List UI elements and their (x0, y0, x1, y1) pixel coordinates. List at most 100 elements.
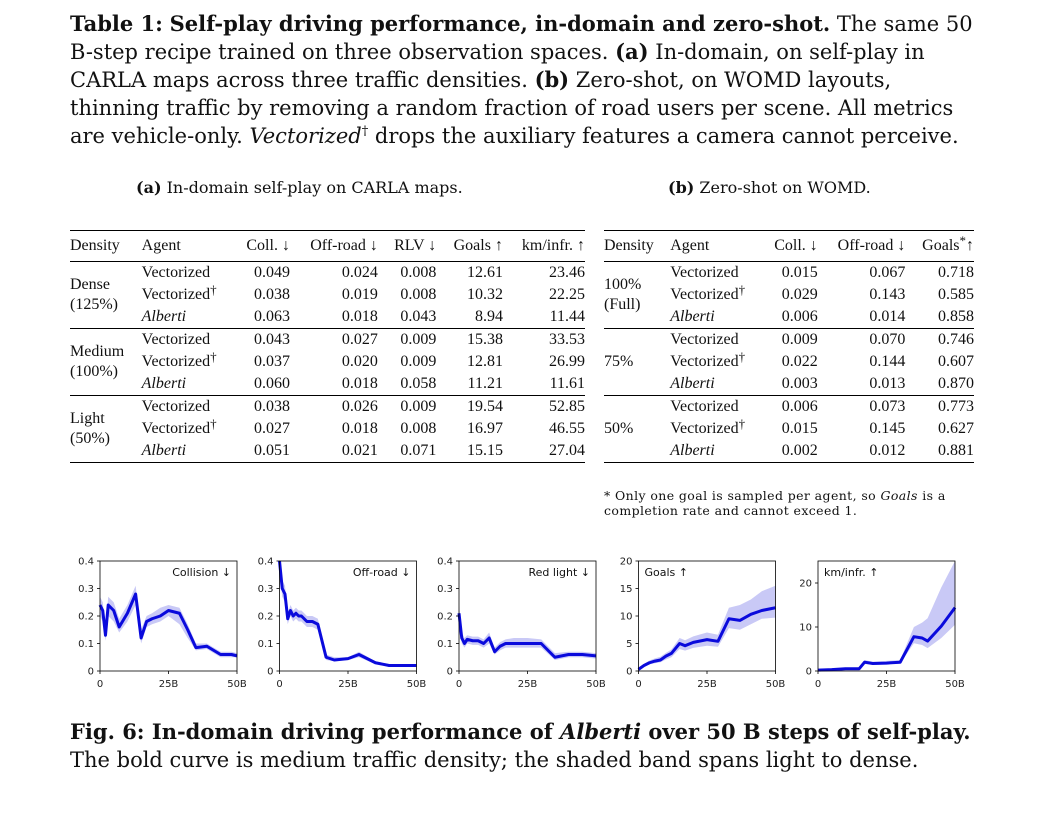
x-tick-label: 0 (815, 679, 821, 690)
value-cell: 19.54 (440, 395, 507, 418)
value-cell: 27.04 (506, 440, 585, 463)
y-tick-label: 0.1 (258, 639, 274, 650)
value-cell: 0.870 (938, 375, 974, 392)
agent-name: Vectorized (670, 331, 739, 348)
value-cell: 0.012 (821, 440, 910, 463)
value-cell: 0.070 (821, 328, 910, 351)
agent-name: Vectorized (141, 264, 211, 281)
table-row: Vectorized† 0.038 0.019 0.008 10.32 22.25 (70, 282, 585, 306)
y-tick-label: 0 (806, 667, 812, 678)
table-caption-vectorized: Vectorized (249, 124, 362, 148)
y-tick-label: 20 (799, 579, 812, 590)
value-cell: 52.85 (506, 395, 585, 418)
series-line-medium (817, 606, 957, 672)
column-header: Off-road ↓ (821, 230, 910, 262)
agent-dagger: † (738, 282, 746, 297)
x-tick-label: 50B (227, 679, 247, 690)
subtable-b-title: Zero-shot on WOMD. (699, 178, 871, 197)
value-cell: 0.009 (400, 353, 437, 370)
column-header: Agent (137, 230, 235, 262)
column-header: km/infr. ↑ (506, 230, 585, 262)
density-band (638, 585, 776, 670)
value-cell: 0.063 (253, 308, 290, 325)
subtable-a-caption: (a) In-domain self-play on CARLA maps. (136, 178, 463, 197)
figure-caption-title-post: over 50 B steps of self-play. (641, 719, 971, 744)
agent-name: Vectorized (670, 264, 739, 281)
table-caption-dagger: † (361, 124, 369, 139)
value-cell: 0.008 (400, 264, 437, 281)
density-percent: (50%) (70, 430, 110, 447)
column-header: Goals*↑ (909, 230, 974, 262)
value-cell: 23.46 (549, 264, 585, 281)
column-header: Off-road ↓ (293, 230, 382, 262)
value-cell: 11.44 (549, 308, 585, 325)
density-band (459, 605, 596, 660)
agent-cell: Vectorized (137, 328, 235, 351)
value-cell: 16.97 (466, 420, 503, 437)
table-row: Alberti 0.006 0.014 0.858 (604, 306, 974, 329)
value-cell: 0.058 (400, 375, 437, 392)
table-row: Alberti 0.003 0.013 0.870 (604, 373, 974, 396)
density-cell: Dense (125%) (70, 262, 138, 329)
value-cell: 0.043 (234, 328, 294, 351)
value-cell: 0.027 (253, 420, 290, 437)
table-row: Vectorized† 0.029 0.143 0.585 (604, 282, 974, 306)
chart-title: Red light ↓ (529, 566, 591, 579)
value-cell: 0.015 (781, 264, 818, 281)
agent-cell: Vectorized† (138, 416, 234, 440)
value-cell: 0.003 (781, 375, 818, 392)
y-tick-label: 0.1 (78, 639, 94, 650)
table-row: Vectorized† 0.027 0.018 0.008 16.97 46.55 (70, 416, 585, 440)
chart-title: Goals ↑ (645, 566, 689, 579)
agent-name: Vectorized (141, 420, 211, 437)
subtable-b: Density Agent Coll. ↓ Off-road ↓ Goals*↑… (604, 230, 974, 463)
y-tick-label: 20 (620, 557, 633, 568)
value-cell: 0.627 (938, 420, 974, 437)
series-line-medium (637, 606, 776, 671)
table-footnote: * Only one goal is sampled per agent, so… (604, 488, 974, 518)
y-tick-label: 15 (620, 584, 633, 595)
value-cell: 0.008 (400, 286, 437, 303)
series-line-medium (457, 613, 597, 659)
density-label: 100% (604, 276, 642, 293)
value-cell: 0.009 (762, 328, 822, 351)
table-caption-b-label: (b) (534, 67, 570, 92)
value-cell: 26.99 (549, 353, 585, 370)
x-tick-label: 0 (276, 679, 282, 690)
table-row: Dense (125%) Vectorized 0.049 0.024 0.008 12.6… (70, 262, 585, 313)
table-header-row: Density Agent Coll. ↓ Off-road ↓ Goals*↑ (604, 230, 974, 262)
agent-name: Vectorized (141, 398, 211, 415)
column-header: Coll. ↓ (762, 230, 822, 262)
table-caption: Table 1: Self-play driving performance, … (70, 10, 975, 150)
table-row: Alberti 0.051 0.021 0.071 15.15 27.04 (70, 440, 585, 463)
chart-title: km/infr. ↑ (824, 566, 878, 579)
y-tick-label: 0.1 (437, 639, 453, 650)
subtable-b-caption: (b) Zero-shot on WOMD. (668, 178, 871, 197)
value-cell: 0.015 (781, 420, 818, 437)
y-tick-label: 0.3 (437, 584, 453, 595)
x-tick-label: 25B (877, 679, 897, 690)
figure-caption: Fig. 6: In-domain driving performance of… (70, 718, 980, 774)
footnote-text-post: is a completion rate and cannot exceed 1… (604, 488, 946, 518)
table-row: Alberti 0.060 0.018 0.058 11.21 11.61 (70, 373, 585, 396)
value-cell: 46.55 (549, 420, 585, 437)
chart-panel: 0 5 10 15 20 0 25B 50B Goals ↑ (620, 557, 786, 691)
subtable-a-title: In-domain self-play on CARLA maps. (166, 178, 463, 197)
column-header: Coll. ↓ (234, 230, 294, 262)
y-tick-label: 0.2 (78, 612, 94, 623)
table-row: Medium (100%) Vectorized 0.043 0.027 0.009 15.… (70, 328, 585, 396)
value-cell: 33.53 (506, 328, 585, 351)
chart-panel: 0 10 20 0 25B 50B km/infr. ↑ (799, 560, 965, 690)
agent-cell: Vectorized (666, 328, 763, 351)
value-cell: 11.21 (467, 375, 503, 392)
value-cell: 15.38 (440, 328, 507, 351)
agent-name: Vectorized (670, 398, 739, 415)
footnote-text-pre: Only one goal is sampled per agent, so (610, 488, 881, 503)
agent-dagger: † (210, 282, 217, 297)
value-cell: 12.61 (466, 264, 503, 281)
y-tick-label: 0 (447, 667, 453, 678)
density-band (818, 561, 955, 671)
x-tick-label: 25B (338, 679, 358, 690)
value-cell: 0.009 (381, 328, 441, 351)
agent-cell: Alberti (666, 440, 763, 463)
